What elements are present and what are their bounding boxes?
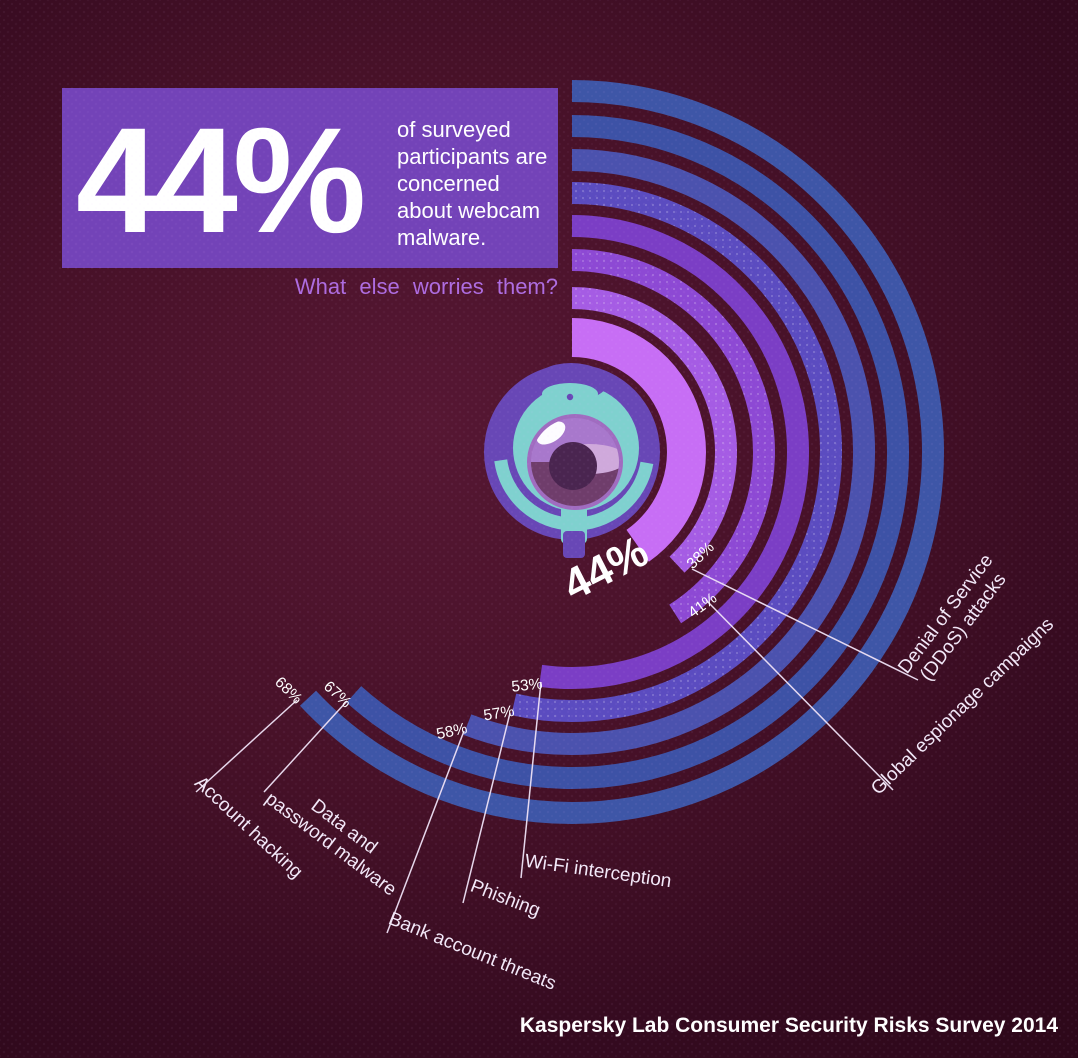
arc-texture-phishing <box>511 182 842 722</box>
value-label-wi-fi-interception: 53% <box>511 675 544 695</box>
value-label-phishing: 57% <box>482 703 516 725</box>
webcam-lens-rim <box>527 414 623 510</box>
webcam-lid-dot <box>566 393 574 401</box>
webcam-lens-iris <box>549 442 597 490</box>
leader-line-denial-of-service-ddos-attacks <box>691 568 919 681</box>
arc-texture-global-espionage-campaigns <box>571 249 775 624</box>
arc-texture-denial-of-service-ddos-attacks <box>571 287 737 573</box>
headline-description: of surveyed participants are concerned a… <box>397 117 548 250</box>
leader-line-global-espionage-campaigns <box>705 599 894 791</box>
leader-line-bank-account-threats <box>386 730 465 934</box>
leader-line-data-and-password-malware <box>263 700 348 793</box>
category-label-wi-fi-interception: Wi-Fi interception <box>523 851 672 892</box>
value-label-bank-account-threats: 58% <box>435 720 469 743</box>
arc-wi-fi-interception <box>539 215 809 689</box>
arc-account-hacking <box>299 80 944 824</box>
leader-lines <box>195 568 919 934</box>
webcam-mount-tab <box>563 531 585 558</box>
chart-labels: 44% 38% Denial of Service(DDoS) attacks41%… <box>190 527 1058 995</box>
leader-line-wi-fi-interception <box>520 681 542 879</box>
leader-line-account-hacking <box>195 699 298 793</box>
category-label-data-and-password-malware: Data andpassword malware <box>261 771 413 901</box>
category-label-account-hacking: Account hacking <box>190 772 306 882</box>
headline-card: 44% of surveyed participants are concern… <box>62 88 558 268</box>
category-label-bank-account-threats: Bank account threats <box>385 908 558 994</box>
category-label-phishing: Phishing <box>467 876 543 922</box>
arc-data-and-password-malware <box>346 115 909 789</box>
arc-webcam-malware <box>571 318 706 562</box>
question-line: What else worries them? <box>294 274 558 299</box>
headline-stat: 44% <box>76 96 366 264</box>
leader-line-phishing <box>462 712 511 904</box>
webcam-illustration <box>484 363 660 558</box>
arc-rings <box>299 80 944 824</box>
source-attribution: Kaspersky Lab Consumer Security Risks Su… <box>519 1014 1058 1037</box>
arc-bank-account-threats <box>463 149 875 755</box>
value-label-account-hacking: 68% <box>271 674 305 708</box>
